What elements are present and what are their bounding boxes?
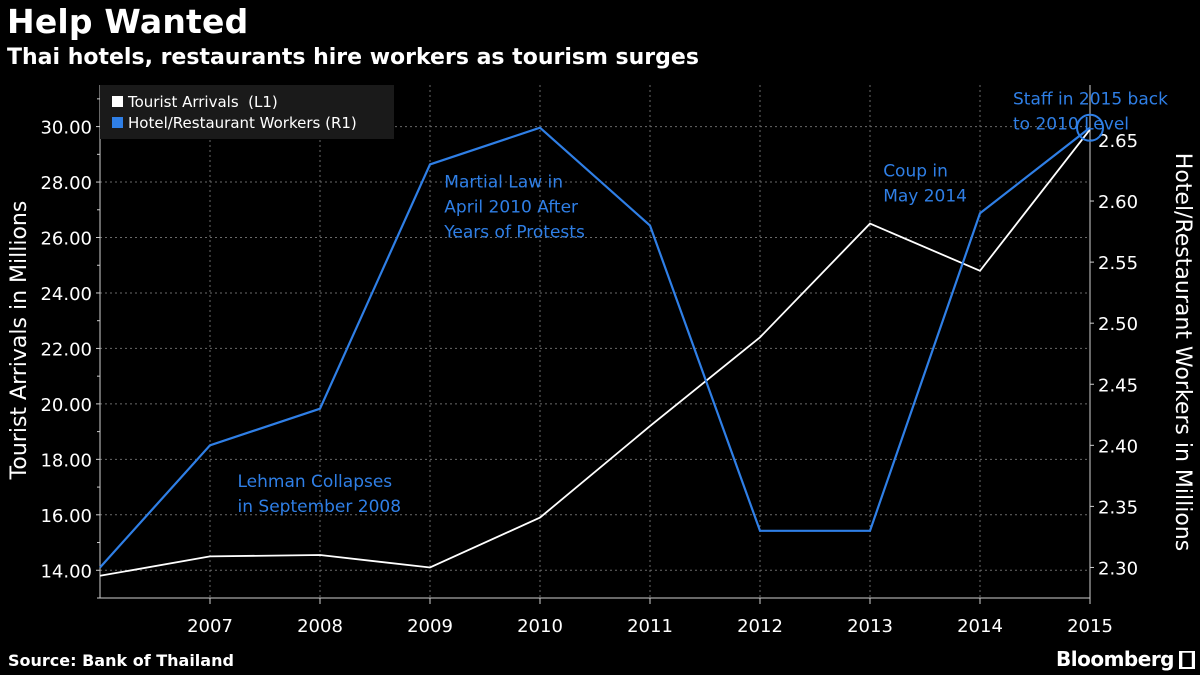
y-tick-label-right: 2.65 bbox=[1098, 131, 1138, 152]
annotation-coup: Coup in May 2014 bbox=[883, 162, 967, 207]
source-note: Source: Bank of Thailand bbox=[8, 651, 234, 670]
chart-title: Help Wanted bbox=[7, 2, 249, 41]
y-tick-label-right: 2.30 bbox=[1098, 558, 1138, 579]
brand-logo-text: Bloomberg bbox=[1056, 647, 1174, 671]
annotation-line: Lehman Collapses bbox=[238, 472, 393, 492]
y-tick-label-right: 2.50 bbox=[1098, 314, 1138, 335]
annotation-lehman: Lehman Collapses in September 2008 bbox=[238, 472, 402, 517]
y-tick-label-left: 14.00 bbox=[40, 561, 92, 582]
legend-swatch-tourist bbox=[112, 96, 123, 107]
x-tick-label: 2015 bbox=[1067, 616, 1113, 637]
legend-swatch-workers bbox=[112, 117, 123, 128]
legend-label-tourist: Tourist Arrivals (L1) bbox=[127, 93, 278, 111]
legend-label-workers: Hotel/Restaurant Workers (R1) bbox=[128, 114, 357, 132]
y-tick-label-left: 26.00 bbox=[40, 229, 92, 250]
annotation-line: April 2010 After bbox=[444, 198, 578, 218]
annotation-staff: Staff in 2015 back to 2010 Level bbox=[1013, 89, 1168, 134]
y-axis-label-right: Hotel/Restaurant Workers in Millions bbox=[1170, 153, 1195, 551]
y-tick-label-left: 22.00 bbox=[40, 339, 92, 360]
x-tick-label: 2007 bbox=[187, 616, 233, 637]
annotation-layer: Lehman Collapses in September 2008 Martial… bbox=[238, 89, 1169, 517]
x-tick-label: 2014 bbox=[957, 616, 1003, 637]
series-line-hotel-workers bbox=[99, 126, 1091, 569]
series-line-tourist-arrivals bbox=[99, 128, 1091, 577]
x-tick-label: 2012 bbox=[737, 616, 783, 637]
y-tick-label-left: 30.00 bbox=[40, 118, 92, 139]
legend: Tourist Arrivals (L1) Hotel/Restaurant W… bbox=[100, 85, 394, 139]
y-tick-label-right: 2.60 bbox=[1098, 192, 1138, 213]
x-tick-label: 2008 bbox=[297, 616, 343, 637]
y-tick-label-left: 20.00 bbox=[40, 395, 92, 416]
y-tick-label-left: 18.00 bbox=[40, 450, 92, 471]
annotation-line: Years of Protests bbox=[443, 223, 585, 243]
x-tick-label: 2010 bbox=[517, 616, 563, 637]
annotation-line: in September 2008 bbox=[238, 497, 402, 517]
grid-layer bbox=[100, 85, 1091, 598]
y-tick-label-right: 2.40 bbox=[1098, 436, 1138, 457]
annotation-line: Martial Law in bbox=[444, 173, 563, 193]
y-tick-label-left: 28.00 bbox=[40, 173, 92, 194]
x-tick-label: 2011 bbox=[627, 616, 673, 637]
y-tick-label-left: 16.00 bbox=[40, 506, 92, 527]
axis-layer: 14.00 16.00 18.00 20.00 22.00 24.00 26.00 28.00… bbox=[40, 85, 1138, 637]
annotation-line: Coup in bbox=[883, 162, 948, 182]
annotation-martial: Martial Law in April 2010 After Years of P… bbox=[443, 173, 585, 243]
highlight-circle bbox=[1076, 113, 1104, 142]
annotation-line: Staff in 2015 back bbox=[1013, 89, 1168, 109]
annotation-line: May 2014 bbox=[883, 187, 967, 207]
y-axis-label-left: Tourist Arrivals in Millions bbox=[7, 201, 32, 481]
annotation-line: to 2010 Level bbox=[1013, 114, 1129, 134]
y-tick-label-right: 2.45 bbox=[1098, 375, 1138, 396]
series-layer bbox=[99, 126, 1091, 577]
chart-subtitle: Thai hotels, restaurants hire workers as… bbox=[7, 45, 699, 70]
legend-background bbox=[100, 85, 394, 139]
y-tick-label-right: 2.35 bbox=[1098, 497, 1138, 518]
y-tick-label-left: 24.00 bbox=[40, 284, 92, 305]
y-tick-label-right: 2.55 bbox=[1098, 253, 1138, 274]
x-tick-label: 2013 bbox=[847, 616, 893, 637]
bloomberg-terminal-icon: █ bbox=[1179, 651, 1195, 669]
x-tick-label: 2009 bbox=[407, 616, 453, 637]
